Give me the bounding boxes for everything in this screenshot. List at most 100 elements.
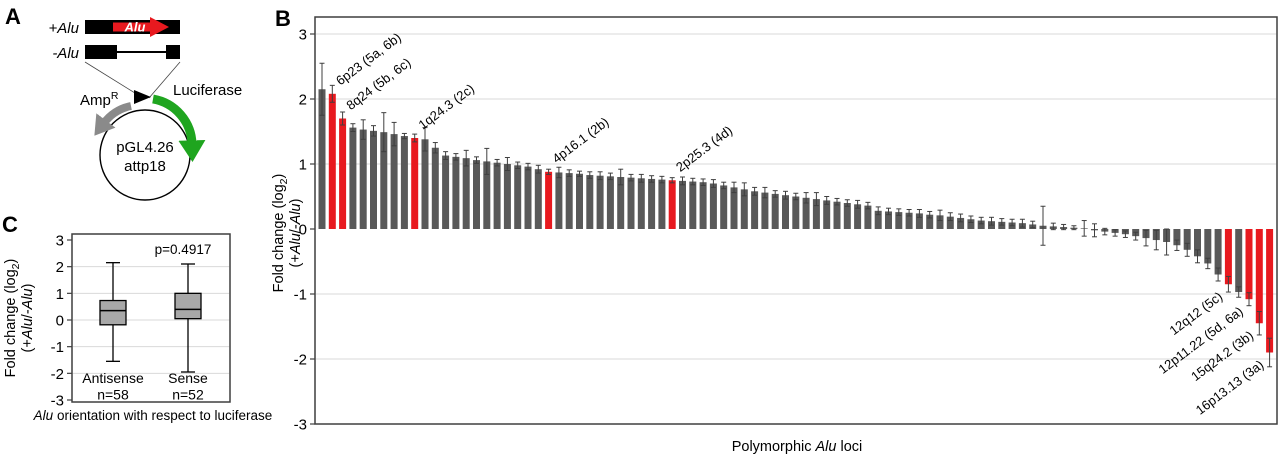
bar xyxy=(1235,229,1243,293)
bar xyxy=(483,161,491,229)
bar xyxy=(812,199,820,229)
bar xyxy=(967,219,975,229)
bar xyxy=(1204,229,1212,264)
bar-highlighted xyxy=(328,93,336,229)
y-axis-ticks: 3 2 1 0 -1 -2 -3 xyxy=(51,232,72,410)
y-axis-label-line2: (+Alu/-Alu) xyxy=(20,284,36,353)
bar xyxy=(370,130,377,229)
y-tick-label: -3 xyxy=(294,417,307,434)
bar xyxy=(1183,229,1191,250)
y-tick-label: -1 xyxy=(294,287,307,304)
bar xyxy=(524,166,532,229)
bar-highlighted xyxy=(1255,229,1263,324)
plus-alu-label: +Alu xyxy=(49,20,80,37)
bar xyxy=(730,187,738,229)
bar xyxy=(462,158,470,229)
bar xyxy=(586,175,594,229)
bar xyxy=(771,193,779,229)
bar xyxy=(792,196,800,229)
bar xyxy=(627,177,635,229)
ampr-gene-arrow xyxy=(94,102,132,136)
group-name-label: Sense xyxy=(168,370,208,386)
bar xyxy=(380,132,388,229)
box xyxy=(174,292,202,320)
bar xyxy=(637,178,645,229)
ampr-label: AmpR xyxy=(80,90,119,109)
bar xyxy=(617,177,625,229)
p-value-label: p=0.4917 xyxy=(155,242,212,257)
group-n-label: n=52 xyxy=(172,387,204,403)
x-axis-label: Alu orientation with respect to lucifera… xyxy=(33,408,273,423)
bar-highlighted xyxy=(545,171,553,229)
bar xyxy=(442,155,450,229)
y-tick-label: 1 xyxy=(299,157,307,174)
bar xyxy=(936,215,944,229)
plasmid-name: pGL4.26 xyxy=(116,139,174,156)
group-name-label: Antisense xyxy=(82,370,144,386)
bar xyxy=(854,204,862,229)
y-tick-label: 0 xyxy=(299,222,307,239)
bar xyxy=(658,179,666,229)
bar xyxy=(514,165,522,229)
bar xyxy=(843,203,851,229)
y-tick-label: -1 xyxy=(51,339,64,356)
promoter-arrow xyxy=(134,90,151,104)
bar xyxy=(895,212,903,229)
bar xyxy=(534,169,542,229)
bar xyxy=(503,164,511,229)
bar xyxy=(977,220,985,229)
bar xyxy=(874,210,882,229)
bar xyxy=(823,200,831,229)
y-tick-label: -2 xyxy=(294,352,307,369)
minus-alu-exon-right xyxy=(166,45,180,59)
bar xyxy=(720,185,728,229)
bar xyxy=(802,197,810,229)
bar-series xyxy=(318,62,1274,368)
box xyxy=(99,299,127,326)
bar xyxy=(885,211,892,229)
bar xyxy=(493,162,501,229)
y-tick-label: 2 xyxy=(299,92,307,109)
bar xyxy=(1173,229,1181,246)
panel-b-label: B xyxy=(275,6,291,31)
group-n-label: n=58 xyxy=(97,387,129,403)
luciferase-gene-arrow xyxy=(152,94,206,162)
bar xyxy=(400,136,408,229)
bar xyxy=(864,205,872,229)
bar xyxy=(905,212,913,229)
luciferase-label: Luciferase xyxy=(173,82,242,99)
bar xyxy=(782,195,789,229)
box-series xyxy=(99,262,202,373)
bar-highlighted xyxy=(668,180,676,229)
plasmid-site: attp18 xyxy=(124,158,166,175)
bar xyxy=(751,191,759,229)
bar xyxy=(349,127,357,229)
bar-highlighted xyxy=(1266,229,1274,353)
bar xyxy=(606,176,614,229)
bar xyxy=(699,182,707,229)
bar xyxy=(761,192,769,229)
y-tick-label: -2 xyxy=(51,366,64,383)
y-tick-label: 2 xyxy=(56,259,64,276)
bar xyxy=(452,156,460,229)
y-tick-label: -3 xyxy=(51,393,64,410)
panel-a-label: A xyxy=(5,4,21,29)
bar xyxy=(318,89,326,229)
alu-insert-arrow xyxy=(113,17,169,37)
alu-insert-label: Alu xyxy=(124,20,146,35)
locus-annotation: 2p25.3 (4d) xyxy=(673,123,735,175)
plot-frame xyxy=(71,233,231,403)
bar xyxy=(555,172,563,229)
bar xyxy=(359,129,367,229)
y-axis-ticks: 3 2 1 0 -1 -2 -3 xyxy=(294,27,315,434)
bar xyxy=(679,180,686,229)
x-axis-label: Polymorphic Alu loci xyxy=(732,439,863,455)
locus-annotation: 4p16.1 (2b) xyxy=(549,114,611,166)
y-axis-label-line2: (+Alu/-Alu) xyxy=(288,199,304,268)
insertion-line-left xyxy=(84,61,144,99)
bar xyxy=(833,201,841,229)
y-tick-label: 0 xyxy=(56,313,64,330)
bar xyxy=(596,175,604,229)
